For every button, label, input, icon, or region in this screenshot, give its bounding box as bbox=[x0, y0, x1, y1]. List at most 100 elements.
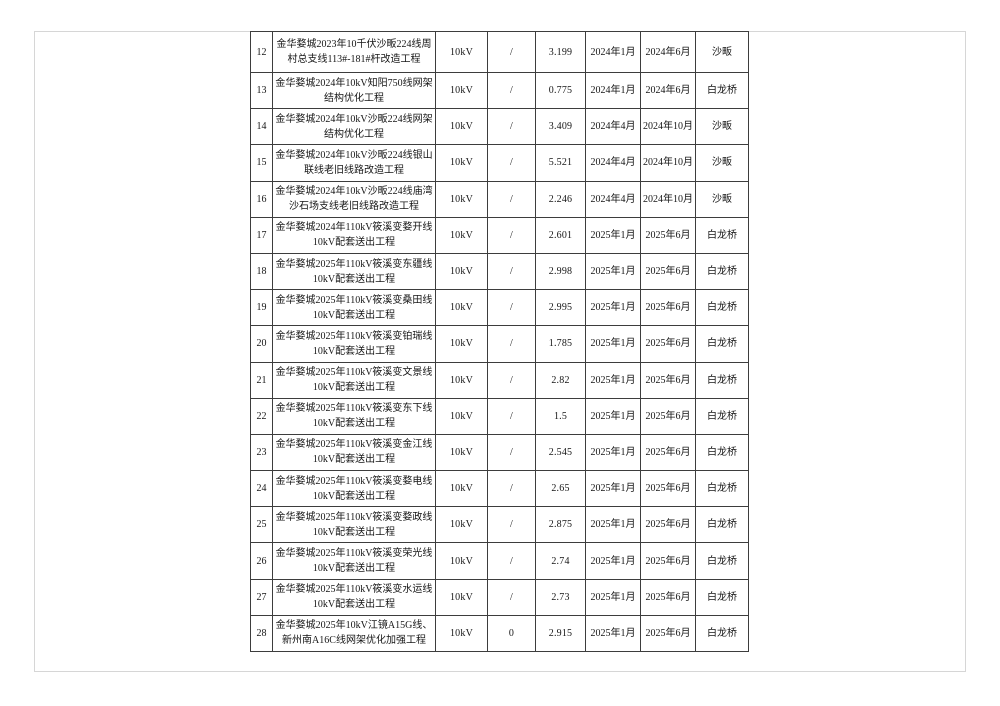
table-row: 23 金华婺城2025年110kV筱溪变金江线10kV配套送出工程 10kV /… bbox=[250, 433, 749, 472]
cell-start-date: 2025年1月 bbox=[585, 289, 641, 327]
table-row: 22 金华婺城2025年110kV筱溪变东下线10kV配套送出工程 10kV /… bbox=[250, 397, 749, 435]
cell-start-date: 2025年1月 bbox=[585, 252, 641, 291]
cell-amount: 2.246 bbox=[535, 180, 586, 218]
table-row: 27 金华婺城2025年110kV筱溪变水运线10kV配套送出工程 10kV /… bbox=[250, 578, 749, 616]
cell-mark: / bbox=[487, 578, 536, 616]
cell-amount: 2.65 bbox=[535, 470, 586, 508]
table-row: 25 金华婺城2025年110kV筱溪变婺政线10kV配套送出工程 10kV /… bbox=[250, 506, 749, 544]
cell-voltage: 10kV bbox=[435, 252, 488, 291]
cell-voltage: 10kV bbox=[435, 31, 488, 73]
cell-area: 白龙桥 bbox=[695, 578, 749, 616]
cell-row-number: 16 bbox=[250, 180, 273, 218]
cell-row-number: 18 bbox=[250, 252, 273, 291]
cell-start-date: 2024年4月 bbox=[585, 108, 641, 146]
table-row: 15 金华婺城2024年10kV沙畈224线银山联线老旧线路改造工程 10kV … bbox=[250, 144, 749, 182]
cell-area: 白龙桥 bbox=[695, 433, 749, 472]
cell-area: 白龙桥 bbox=[695, 71, 749, 110]
cell-project-name: 金华婺城2025年110kV筱溪变金江线10kV配套送出工程 bbox=[272, 433, 436, 472]
cell-amount: 2.995 bbox=[535, 289, 586, 327]
cell-mark: / bbox=[487, 289, 536, 327]
cell-end-date: 2024年10月 bbox=[640, 180, 696, 218]
cell-row-number: 24 bbox=[250, 470, 273, 508]
table-row: 13 金华婺城2024年10kV知阳750线网架结构优化工程 10kV / 0.… bbox=[250, 71, 749, 110]
cell-end-date: 2025年6月 bbox=[640, 216, 696, 254]
cell-mark: / bbox=[487, 397, 536, 435]
cell-amount: 2.82 bbox=[535, 361, 586, 399]
cell-start-date: 2025年1月 bbox=[585, 506, 641, 544]
cell-start-date: 2024年4月 bbox=[585, 144, 641, 182]
cell-amount: 2.601 bbox=[535, 216, 586, 254]
cell-project-name: 金华婺城2024年10kV沙畈224线网架结构优化工程 bbox=[272, 108, 436, 146]
cell-project-name: 金华婺城2024年10kV知阳750线网架结构优化工程 bbox=[272, 71, 436, 110]
cell-project-name: 金华婺城2024年10kV沙畈224线庙湾沙石场支线老旧线路改造工程 bbox=[272, 180, 436, 218]
cell-mark: / bbox=[487, 433, 536, 472]
cell-end-date: 2025年6月 bbox=[640, 252, 696, 291]
cell-area: 白龙桥 bbox=[695, 361, 749, 399]
cell-end-date: 2025年6月 bbox=[640, 361, 696, 399]
cell-mark: / bbox=[487, 325, 536, 363]
table-row: 24 金华婺城2025年110kV筱溪变婺电线10kV配套送出工程 10kV /… bbox=[250, 470, 749, 508]
cell-row-number: 12 bbox=[250, 31, 273, 73]
cell-voltage: 10kV bbox=[435, 325, 488, 363]
cell-row-number: 19 bbox=[250, 289, 273, 327]
cell-area: 白龙桥 bbox=[695, 542, 749, 580]
cell-project-name: 金华婺城2025年110kV筱溪变婺政线10kV配套送出工程 bbox=[272, 506, 436, 544]
cell-amount: 2.915 bbox=[535, 614, 586, 653]
cell-end-date: 2025年6月 bbox=[640, 289, 696, 327]
cell-amount: 3.409 bbox=[535, 108, 586, 146]
table-row: 18 金华婺城2025年110kV筱溪变东疆线10kV配套送出工程 10kV /… bbox=[250, 252, 749, 291]
cell-area: 白龙桥 bbox=[695, 216, 749, 254]
cell-end-date: 2025年6月 bbox=[640, 542, 696, 580]
project-table: 12 金华婺城2023年10千伏沙畈224线周村总支线113#-181#杆改造工… bbox=[250, 31, 749, 653]
cell-mark: / bbox=[487, 108, 536, 146]
cell-amount: 0.775 bbox=[535, 71, 586, 110]
document-page: 12 金华婺城2023年10千伏沙畈224线周村总支线113#-181#杆改造工… bbox=[34, 31, 966, 672]
cell-row-number: 13 bbox=[250, 71, 273, 110]
cell-project-name: 金华婺城2025年110kV筱溪变文景线10kV配套送出工程 bbox=[272, 361, 436, 399]
cell-start-date: 2025年1月 bbox=[585, 397, 641, 435]
cell-row-number: 14 bbox=[250, 108, 273, 146]
table-row: 19 金华婺城2025年110kV筱溪变桑田线10kV配套送出工程 10kV /… bbox=[250, 289, 749, 327]
cell-area: 白龙桥 bbox=[695, 289, 749, 327]
cell-voltage: 10kV bbox=[435, 180, 488, 218]
cell-mark: / bbox=[487, 31, 536, 73]
cell-amount: 1.785 bbox=[535, 325, 586, 363]
cell-start-date: 2025年1月 bbox=[585, 361, 641, 399]
cell-start-date: 2025年1月 bbox=[585, 470, 641, 508]
cell-project-name: 金华婺城2025年110kV筱溪变铂瑞线10kV配套送出工程 bbox=[272, 325, 436, 363]
cell-area: 沙畈 bbox=[695, 144, 749, 182]
cell-voltage: 10kV bbox=[435, 71, 488, 110]
cell-mark: / bbox=[487, 71, 536, 110]
cell-voltage: 10kV bbox=[435, 397, 488, 435]
cell-amount: 1.5 bbox=[535, 397, 586, 435]
cell-end-date: 2024年10月 bbox=[640, 144, 696, 182]
cell-end-date: 2024年6月 bbox=[640, 31, 696, 73]
cell-mark: 0 bbox=[487, 614, 536, 653]
cell-end-date: 2025年6月 bbox=[640, 397, 696, 435]
cell-project-name: 金华婺城2025年110kV筱溪变荣光线10kV配套送出工程 bbox=[272, 542, 436, 580]
cell-area: 白龙桥 bbox=[695, 397, 749, 435]
table-row: 28 金华婺城2025年10kV江镜A15G线、新州南A16C线网架优化加强工程… bbox=[250, 614, 749, 653]
cell-area: 白龙桥 bbox=[695, 614, 749, 653]
cell-row-number: 17 bbox=[250, 216, 273, 254]
cell-project-name: 金华婺城2025年110kV筱溪变水运线10kV配套送出工程 bbox=[272, 578, 436, 616]
cell-row-number: 25 bbox=[250, 506, 273, 544]
cell-voltage: 10kV bbox=[435, 108, 488, 146]
cell-mark: / bbox=[487, 216, 536, 254]
cell-project-name: 金华婺城2025年110kV筱溪变东疆线10kV配套送出工程 bbox=[272, 252, 436, 291]
cell-amount: 5.521 bbox=[535, 144, 586, 182]
cell-project-name: 金华婺城2025年10kV江镜A15G线、新州南A16C线网架优化加强工程 bbox=[272, 614, 436, 653]
cell-row-number: 21 bbox=[250, 361, 273, 399]
cell-voltage: 10kV bbox=[435, 470, 488, 508]
table-row: 16 金华婺城2024年10kV沙畈224线庙湾沙石场支线老旧线路改造工程 10… bbox=[250, 180, 749, 218]
cell-voltage: 10kV bbox=[435, 144, 488, 182]
cell-area: 白龙桥 bbox=[695, 325, 749, 363]
cell-amount: 3.199 bbox=[535, 31, 586, 73]
cell-end-date: 2024年6月 bbox=[640, 71, 696, 110]
cell-start-date: 2025年1月 bbox=[585, 542, 641, 580]
table-row: 21 金华婺城2025年110kV筱溪变文景线10kV配套送出工程 10kV /… bbox=[250, 361, 749, 399]
cell-end-date: 2025年6月 bbox=[640, 506, 696, 544]
cell-row-number: 26 bbox=[250, 542, 273, 580]
cell-project-name: 金华婺城2025年110kV筱溪变婺电线10kV配套送出工程 bbox=[272, 470, 436, 508]
